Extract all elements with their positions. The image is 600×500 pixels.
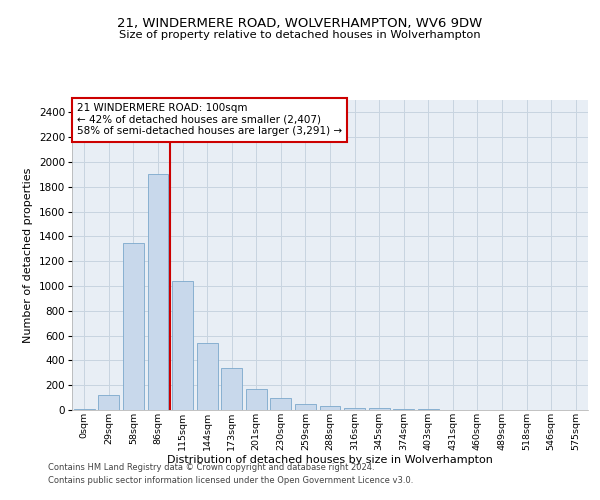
Bar [368, 408, 389, 410]
Bar [246, 389, 267, 410]
Bar [271, 398, 292, 410]
Bar [98, 395, 119, 410]
Bar [320, 406, 340, 410]
Text: Contains HM Land Registry data © Crown copyright and database right 2024.: Contains HM Land Registry data © Crown c… [48, 464, 374, 472]
X-axis label: Distribution of detached houses by size in Wolverhampton: Distribution of detached houses by size … [167, 456, 493, 466]
Text: Size of property relative to detached houses in Wolverhampton: Size of property relative to detached ho… [119, 30, 481, 40]
Bar [295, 404, 316, 410]
Bar [393, 409, 414, 410]
Y-axis label: Number of detached properties: Number of detached properties [23, 168, 33, 342]
Bar [148, 174, 169, 410]
Text: 21 WINDERMERE ROAD: 100sqm
← 42% of detached houses are smaller (2,407)
58% of s: 21 WINDERMERE ROAD: 100sqm ← 42% of deta… [77, 103, 342, 136]
Bar [221, 368, 242, 410]
Bar [123, 242, 144, 410]
Bar [172, 281, 193, 410]
Text: Contains public sector information licensed under the Open Government Licence v3: Contains public sector information licen… [48, 476, 413, 485]
Bar [344, 408, 365, 410]
Bar [197, 343, 218, 410]
Text: 21, WINDERMERE ROAD, WOLVERHAMPTON, WV6 9DW: 21, WINDERMERE ROAD, WOLVERHAMPTON, WV6 … [118, 18, 482, 30]
